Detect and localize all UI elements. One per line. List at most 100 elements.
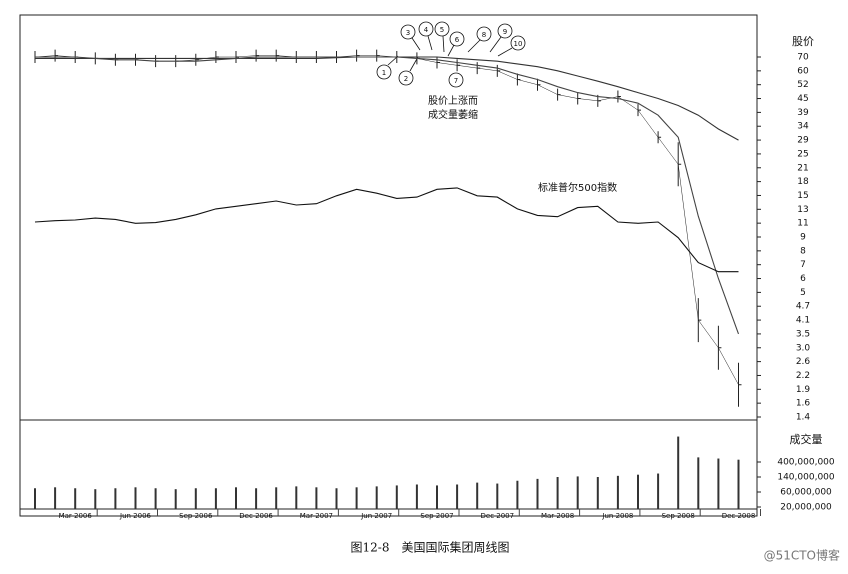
y-tick-label: 4.1 <box>796 316 810 326</box>
y-tick-label: 1.6 <box>796 399 811 409</box>
volume-bar <box>315 487 318 509</box>
x-tick-label: Dec 2007 <box>481 512 515 520</box>
price-bar <box>215 51 219 63</box>
markers: 1 2 3 4 5 6 7 8 9 10 <box>376 21 526 88</box>
marker-circle <box>448 72 464 88</box>
marker: 1 <box>382 69 386 77</box>
volume-bar <box>34 488 36 509</box>
price-bar <box>677 142 682 187</box>
volume-bar <box>134 487 137 509</box>
price-bar <box>697 298 702 343</box>
y-tick-label: 13 <box>797 205 808 215</box>
volume-bar <box>677 436 680 509</box>
volume-tick-label: 400,000,000 <box>777 458 835 468</box>
watermark: @51CTO博客 <box>764 548 840 563</box>
y-tick-label: 7 <box>800 260 806 270</box>
price-bar <box>577 92 581 105</box>
volume-bar <box>476 482 479 509</box>
volume-tick-label: 140,000,000 <box>777 473 835 483</box>
volume-axis-title: 成交量 <box>790 432 823 446</box>
volume-bar <box>496 483 499 509</box>
volume-bar <box>114 488 117 509</box>
annotation-note: 股价上涨而 <box>428 95 478 107</box>
marker-circle <box>497 23 513 39</box>
price-bar <box>54 49 59 62</box>
price-bar <box>496 64 501 77</box>
marker: 5 <box>440 26 444 34</box>
volume-bar <box>717 458 720 509</box>
x-tick-label: Dec 2006 <box>239 512 273 520</box>
y-tick-label: 6 <box>800 274 806 284</box>
volume-bar <box>295 486 298 509</box>
volume-bar <box>94 489 97 509</box>
volume-bar <box>255 488 258 509</box>
marker: 9 <box>503 28 507 36</box>
y-tick-label: 60 <box>797 66 809 76</box>
marker-circle <box>400 24 416 40</box>
y-tick-label: 2.2 <box>796 371 810 381</box>
y-tick-label: 4.7 <box>796 302 810 312</box>
price-axis-title: 股价 <box>792 35 814 48</box>
price-bar <box>476 62 481 75</box>
volume-bar <box>637 474 639 509</box>
price-bar <box>657 131 662 144</box>
price-close-line <box>34 55 739 385</box>
x-tick-label: Mar 2008 <box>541 512 574 520</box>
y-tick-label: 3.0 <box>796 343 811 353</box>
y-tick-label: 18 <box>797 177 809 187</box>
volume-bar <box>536 478 539 509</box>
volume-bar <box>194 488 197 509</box>
y-tick-label: 70 <box>797 53 809 63</box>
marker-circle <box>434 21 450 37</box>
volume-bar <box>556 477 559 509</box>
y-tick-label: 45 <box>797 94 808 104</box>
x-tick-label: Sep 2006 <box>179 512 213 520</box>
caption: 图12-8 美国国际集团周线图 <box>351 540 510 555</box>
y-tick-label: 8 <box>800 246 806 256</box>
volume-bar <box>335 488 338 509</box>
y-tick-label: 21 <box>797 163 808 173</box>
marker: 8 <box>482 31 486 39</box>
y-tick-label: 25 <box>797 149 808 159</box>
volume-bar <box>415 484 418 509</box>
price-bar <box>617 90 621 103</box>
annotation-note: 成交量萎缩 <box>428 108 478 121</box>
volume-tick-label: 60,000,000 <box>780 488 832 498</box>
marker: 6 <box>455 36 460 44</box>
y-tick-label: 29 <box>797 136 809 146</box>
volume-bar <box>355 487 358 509</box>
y-tick-label: 52 <box>797 80 808 90</box>
y-tick-label: 34 <box>797 122 809 132</box>
volume-bar <box>174 489 177 509</box>
y-tick-label: 5 <box>800 288 806 298</box>
y-tick-label: 2.6 <box>796 357 811 367</box>
volume-tick-label: 20,000,000 <box>780 503 832 513</box>
marker: 7 <box>454 77 458 85</box>
price-bar <box>516 73 521 86</box>
x-tick-label: Dec 2008 <box>722 512 756 520</box>
x-tick-label: Mar 2007 <box>300 512 333 520</box>
price-bar <box>738 362 742 407</box>
index-line <box>34 187 739 273</box>
volume-bar <box>456 484 459 509</box>
y-tick-label: 11 <box>797 219 808 229</box>
volume-bar <box>375 486 378 509</box>
price-bar <box>557 88 561 101</box>
price-bar <box>537 78 541 91</box>
volume-bar <box>154 488 157 509</box>
y-tick-label: 3.5 <box>796 329 810 339</box>
volume-bar <box>436 485 438 509</box>
index-label: 标准普尔500指数 <box>538 181 617 194</box>
marker-circle <box>449 31 465 47</box>
x-tick-label: Jun 2006 <box>119 512 152 520</box>
price-bar <box>637 104 641 117</box>
marker: 3 <box>406 29 410 37</box>
volume-bar <box>235 487 237 509</box>
marker-circle <box>376 64 392 80</box>
volume-bar <box>697 457 700 509</box>
marker: 10 <box>514 40 523 48</box>
price-bar <box>255 49 260 62</box>
price-bar <box>356 49 360 62</box>
volume-bar <box>516 480 519 509</box>
